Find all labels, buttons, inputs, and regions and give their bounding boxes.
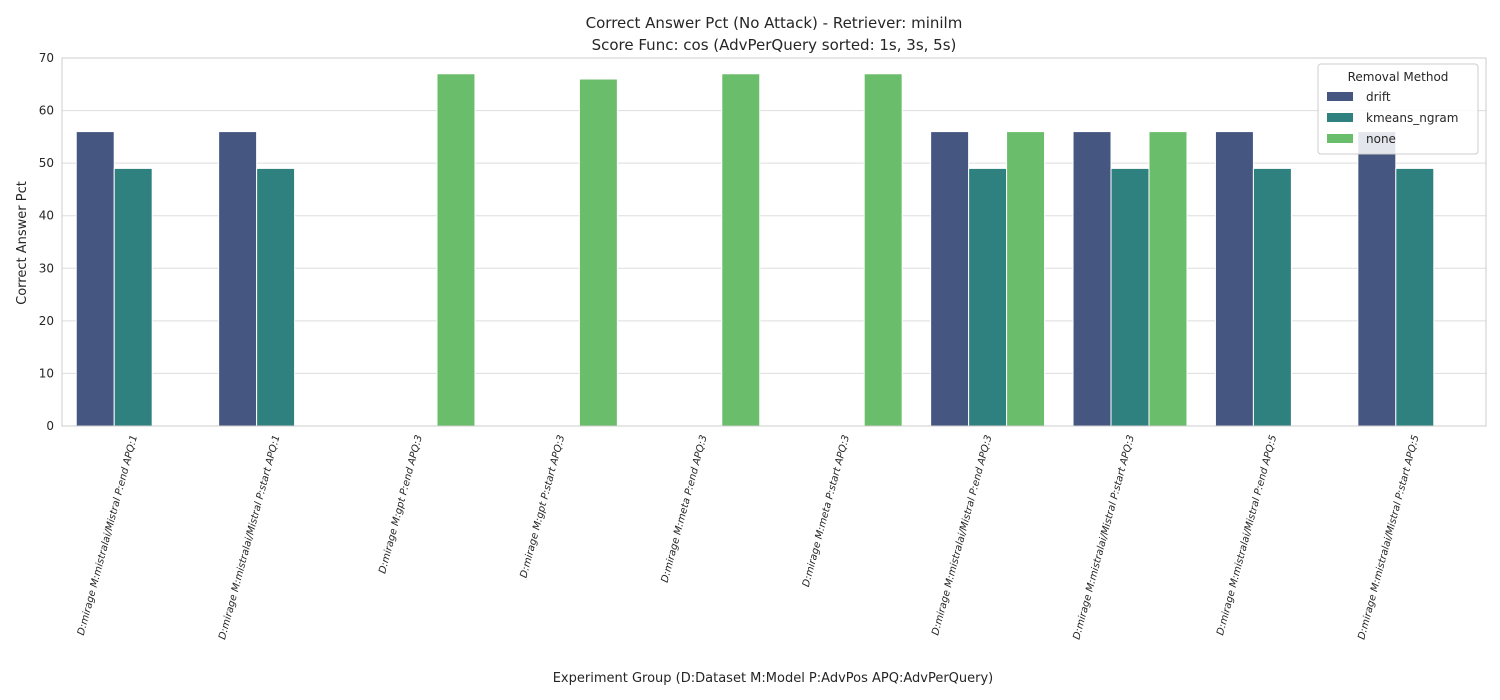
y-tick-label: 30	[39, 261, 54, 275]
bar-drift	[218, 131, 258, 427]
bar-drift	[930, 131, 970, 427]
bar-kmeans-ngram	[1395, 167, 1435, 427]
bar-none	[1148, 131, 1188, 427]
bar-kmeans-ngram	[1252, 167, 1292, 427]
y-tick-label: 10	[39, 366, 54, 380]
bar-none	[578, 78, 618, 427]
legend-label-drift: drift	[1366, 90, 1391, 104]
legend-label-kmeans-ngram: kmeans_ngram	[1366, 111, 1458, 125]
bar-none	[436, 73, 476, 427]
bar-kmeans-ngram	[256, 167, 296, 427]
plot-frame	[61, 57, 1487, 427]
legend-title: Removal Method	[1348, 70, 1449, 84]
chart-title: Correct Answer Pct (No Attack) - Retriev…	[586, 14, 963, 32]
y-tick-label: 20	[39, 314, 54, 328]
x-axis-label: Experiment Group (D:Dataset M:Model P:Ad…	[553, 671, 994, 686]
y-axis-ticks: 0 10 20 30 40 50 60 70	[39, 51, 54, 433]
bars	[75, 73, 1435, 427]
y-tick-label: 0	[46, 419, 54, 433]
legend-swatch-none	[1327, 134, 1353, 143]
y-tick-label: 40	[39, 209, 54, 223]
legend-swatch-kmeans-ngram	[1327, 113, 1353, 122]
bar-drift	[75, 131, 115, 427]
y-tick-label: 50	[39, 156, 54, 170]
y-tick-label: 60	[39, 104, 54, 118]
bar-kmeans-ngram	[968, 167, 1008, 427]
bar-kmeans-ngram	[1110, 167, 1150, 427]
bar-none	[863, 73, 903, 427]
legend-label-none: none	[1366, 132, 1396, 146]
bar-none	[721, 73, 761, 427]
bar-drift	[1357, 131, 1397, 427]
legend-frame	[1317, 63, 1479, 155]
bar-drift	[1214, 131, 1254, 427]
chart-subtitle: Score Func: cos (AdvPerQuery sorted: 1s,…	[592, 36, 957, 54]
bar-none	[1006, 131, 1046, 427]
y-tick-label: 70	[39, 51, 54, 65]
legend-swatch-drift	[1327, 92, 1353, 101]
bar-kmeans-ngram	[113, 167, 153, 427]
bar-drift	[1072, 131, 1112, 427]
y-axis-label: Correct Answer Pct	[15, 181, 30, 305]
